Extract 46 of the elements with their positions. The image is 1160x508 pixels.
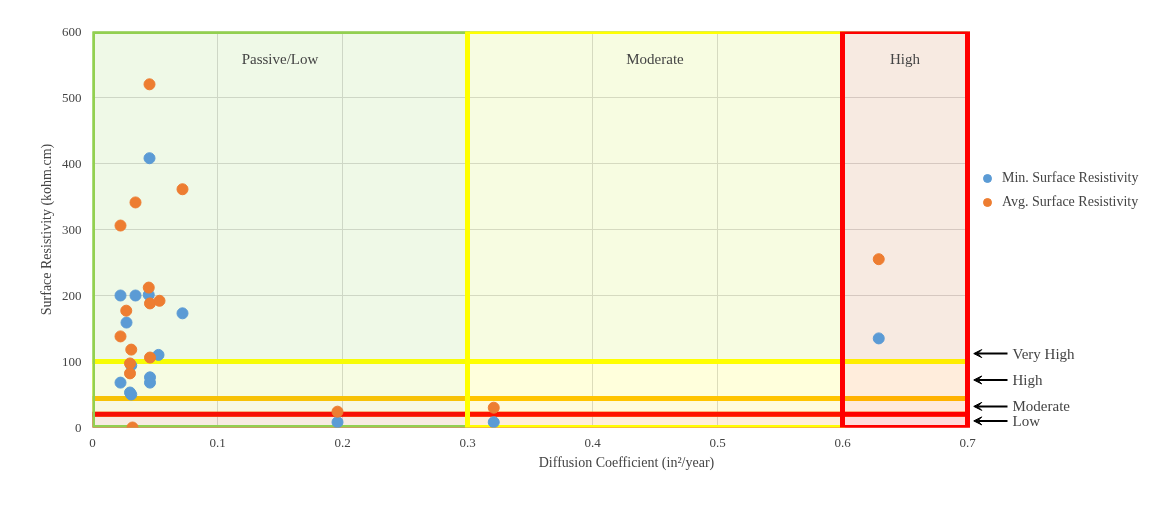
band-label: Very High [1012,345,1076,362]
y-tick-label: 300 [62,221,82,237]
y-axis-title: Surface Resistivity (kohm.cm) [39,143,55,316]
band-label: Moderate [626,50,685,67]
point [114,330,127,343]
point [142,281,155,294]
point [125,343,138,356]
y-tick-label: 200 [62,287,82,303]
legend-label: Avg. Surface Resistivity [1002,194,1139,210]
point [487,401,500,414]
point [176,183,189,196]
point [114,376,127,389]
band-label: Moderate [1012,398,1071,415]
x-tick-label: 0.5 [709,434,726,450]
x-tick-label: 0.4 [584,434,602,450]
x-tick-label: 0.1 [209,434,226,450]
point [120,316,133,329]
point [114,219,127,232]
y-tick-label: 500 [62,89,82,105]
point [153,294,166,307]
y-tick-label: 0 [75,419,82,435]
x-tick-label: 0.3 [459,434,476,450]
x-tick-label: 0.6 [834,434,852,450]
point [129,196,142,209]
band-label: Low [1012,412,1041,429]
x-axis-title: Diffusion Coefficient (in²/year) [538,454,715,471]
point [120,304,133,317]
point [129,289,142,302]
point [114,289,127,302]
point [176,307,189,320]
point [143,152,156,165]
legend-label: Min. Surface Resistivity [1002,170,1139,186]
point [872,332,885,345]
point [872,253,885,266]
band-label: High [890,50,921,67]
point [124,367,136,380]
band-label: High [1012,371,1043,388]
y-tick-label: 600 [62,23,82,39]
x-tick-label: 0.2 [334,434,351,450]
y-tick-label: 100 [62,353,82,369]
point [144,351,156,364]
band-label: Passive/Low [241,50,319,67]
y-tick-label: 400 [62,155,82,171]
point [143,78,156,91]
x-tick-label: 0.7 [959,434,977,450]
x-tick-label: 0 [89,434,96,450]
